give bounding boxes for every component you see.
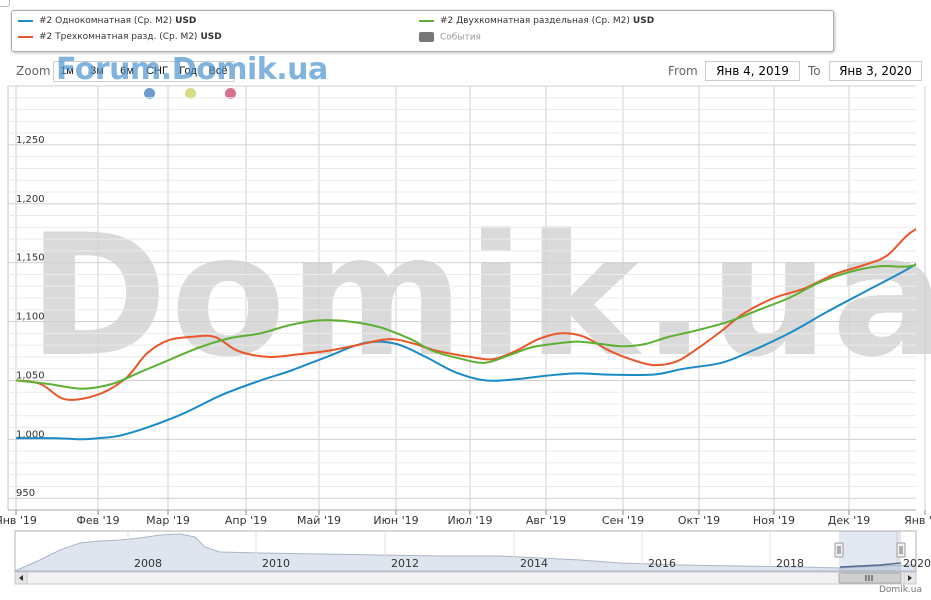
y-tick-label: 1,200 [16,194,45,205]
navigator-scrollbar[interactable] [14,571,917,585]
navigator-area [14,533,917,572]
scroll-left-arrow-icon [19,575,23,581]
legend-item-three-room[interactable]: #2 Трехкомнатная разд. (Ср. М2) USD [18,32,222,42]
y-tick-label: 950 [16,488,35,499]
legend-item-one-room[interactable]: #2 Однокомнатная (Ср. М2) USD [18,16,196,26]
legend-swatch-events [419,32,434,42]
navigator-left-handle[interactable] [834,542,844,558]
corner-tab[interactable] [0,0,10,7]
from-label: From [668,64,698,78]
scroll-right-arrow-icon [908,575,912,581]
y-tick-label: 1,100 [16,312,45,323]
y-tick-label: 1,250 [16,135,45,146]
navigator-frame [14,530,917,572]
legend-label: События [440,32,481,43]
legend-label: #2 Однокомнатная (Ср. М2) [39,16,173,26]
legend-unit: USD [632,16,655,26]
to-label: To [808,64,821,78]
x-tick-label: Окт '19 [678,514,720,527]
navigator-right-handle[interactable] [896,542,906,558]
to-date-input[interactable]: Янв 3, 2020 [829,61,922,81]
y-tick-label: 1,000 [16,429,45,440]
x-tick-label: Май '19 [297,514,341,527]
navigator-tick-label: 2008 [134,557,162,570]
zoom-button-group [53,61,235,82]
handle-box [834,542,844,558]
navigator-tick-label: 2014 [520,557,548,570]
x-tick-label: Сен '19 [602,514,644,527]
series-two-room-line [15,263,916,390]
event-marker-2[interactable] [185,88,196,99]
scrollbar-thumb [838,572,902,584]
legend-unit: USD [175,16,197,26]
x-tick-label: Ноя '19 [753,514,795,527]
navigator-tick-label: 2010 [262,557,290,570]
navigator-selected-line [839,562,902,568]
x-tick-label: Авг '19 [526,514,566,527]
zoom-ytd-button[interactable]: СНГ [143,62,171,80]
legend-label: #2 Трехкомнатная разд. (Ср. М2) [39,32,198,42]
zoom-year-button[interactable]: Год [175,62,201,80]
x-tick-label: Июл '19 [447,514,492,527]
y-tick-label: 1,050 [16,370,45,381]
scrollbar-track [14,571,917,585]
zoom-1m-button[interactable]: 1м [58,62,76,80]
series-one-room-line [15,262,916,441]
navigator-tick-label: 2012 [391,557,419,570]
legend-item-two-room[interactable]: #2 Двухкомнатная раздельная (Ср. М2) USD [419,16,654,26]
x-tick-label: Мар '19 [146,514,190,527]
navigator-tick-label: 2018 [776,557,804,570]
handle-box [896,542,906,558]
credit-text: Domik.ua [879,585,922,595]
legend-swatch-two-room [419,19,434,22]
legend-unit: USD [200,32,222,42]
zoom-label: Zoom [16,64,51,78]
legend-label: #2 Двухкомнатная раздельная (Ср. М2) [440,16,630,26]
zoom-all-button[interactable]: Всё [205,62,231,80]
series-three-room-line [15,227,916,401]
x-tick-label: Апр '19 [225,514,267,527]
x-tick-label: Янв '19 [0,514,37,527]
x-tick-label: Фев '19 [76,514,119,527]
legend: #2 Однокомнатная (Ср. М2) USD #2 Трехкомн… [11,10,834,52]
y-tick-label: 1,150 [16,253,45,264]
event-marker-1[interactable] [144,88,155,99]
x-tick-label: Янв '20 [904,514,931,527]
legend-swatch-one-room [18,19,33,22]
x-tick-label: Июн '19 [373,514,418,527]
zoom-3m-button[interactable]: 3м [88,62,106,80]
from-date-input[interactable]: Янв 4, 2019 [705,61,800,81]
navigator-tick-label: 2016 [648,557,676,570]
zoom-6m-button[interactable]: 6м [118,62,136,80]
legend-swatch-three-room [18,35,33,38]
event-marker-3[interactable] [225,88,236,99]
navigator-tick-label: 2020 [903,557,931,570]
x-tick-label: Дек '19 [828,514,871,527]
legend-item-events[interactable]: События [419,32,481,43]
